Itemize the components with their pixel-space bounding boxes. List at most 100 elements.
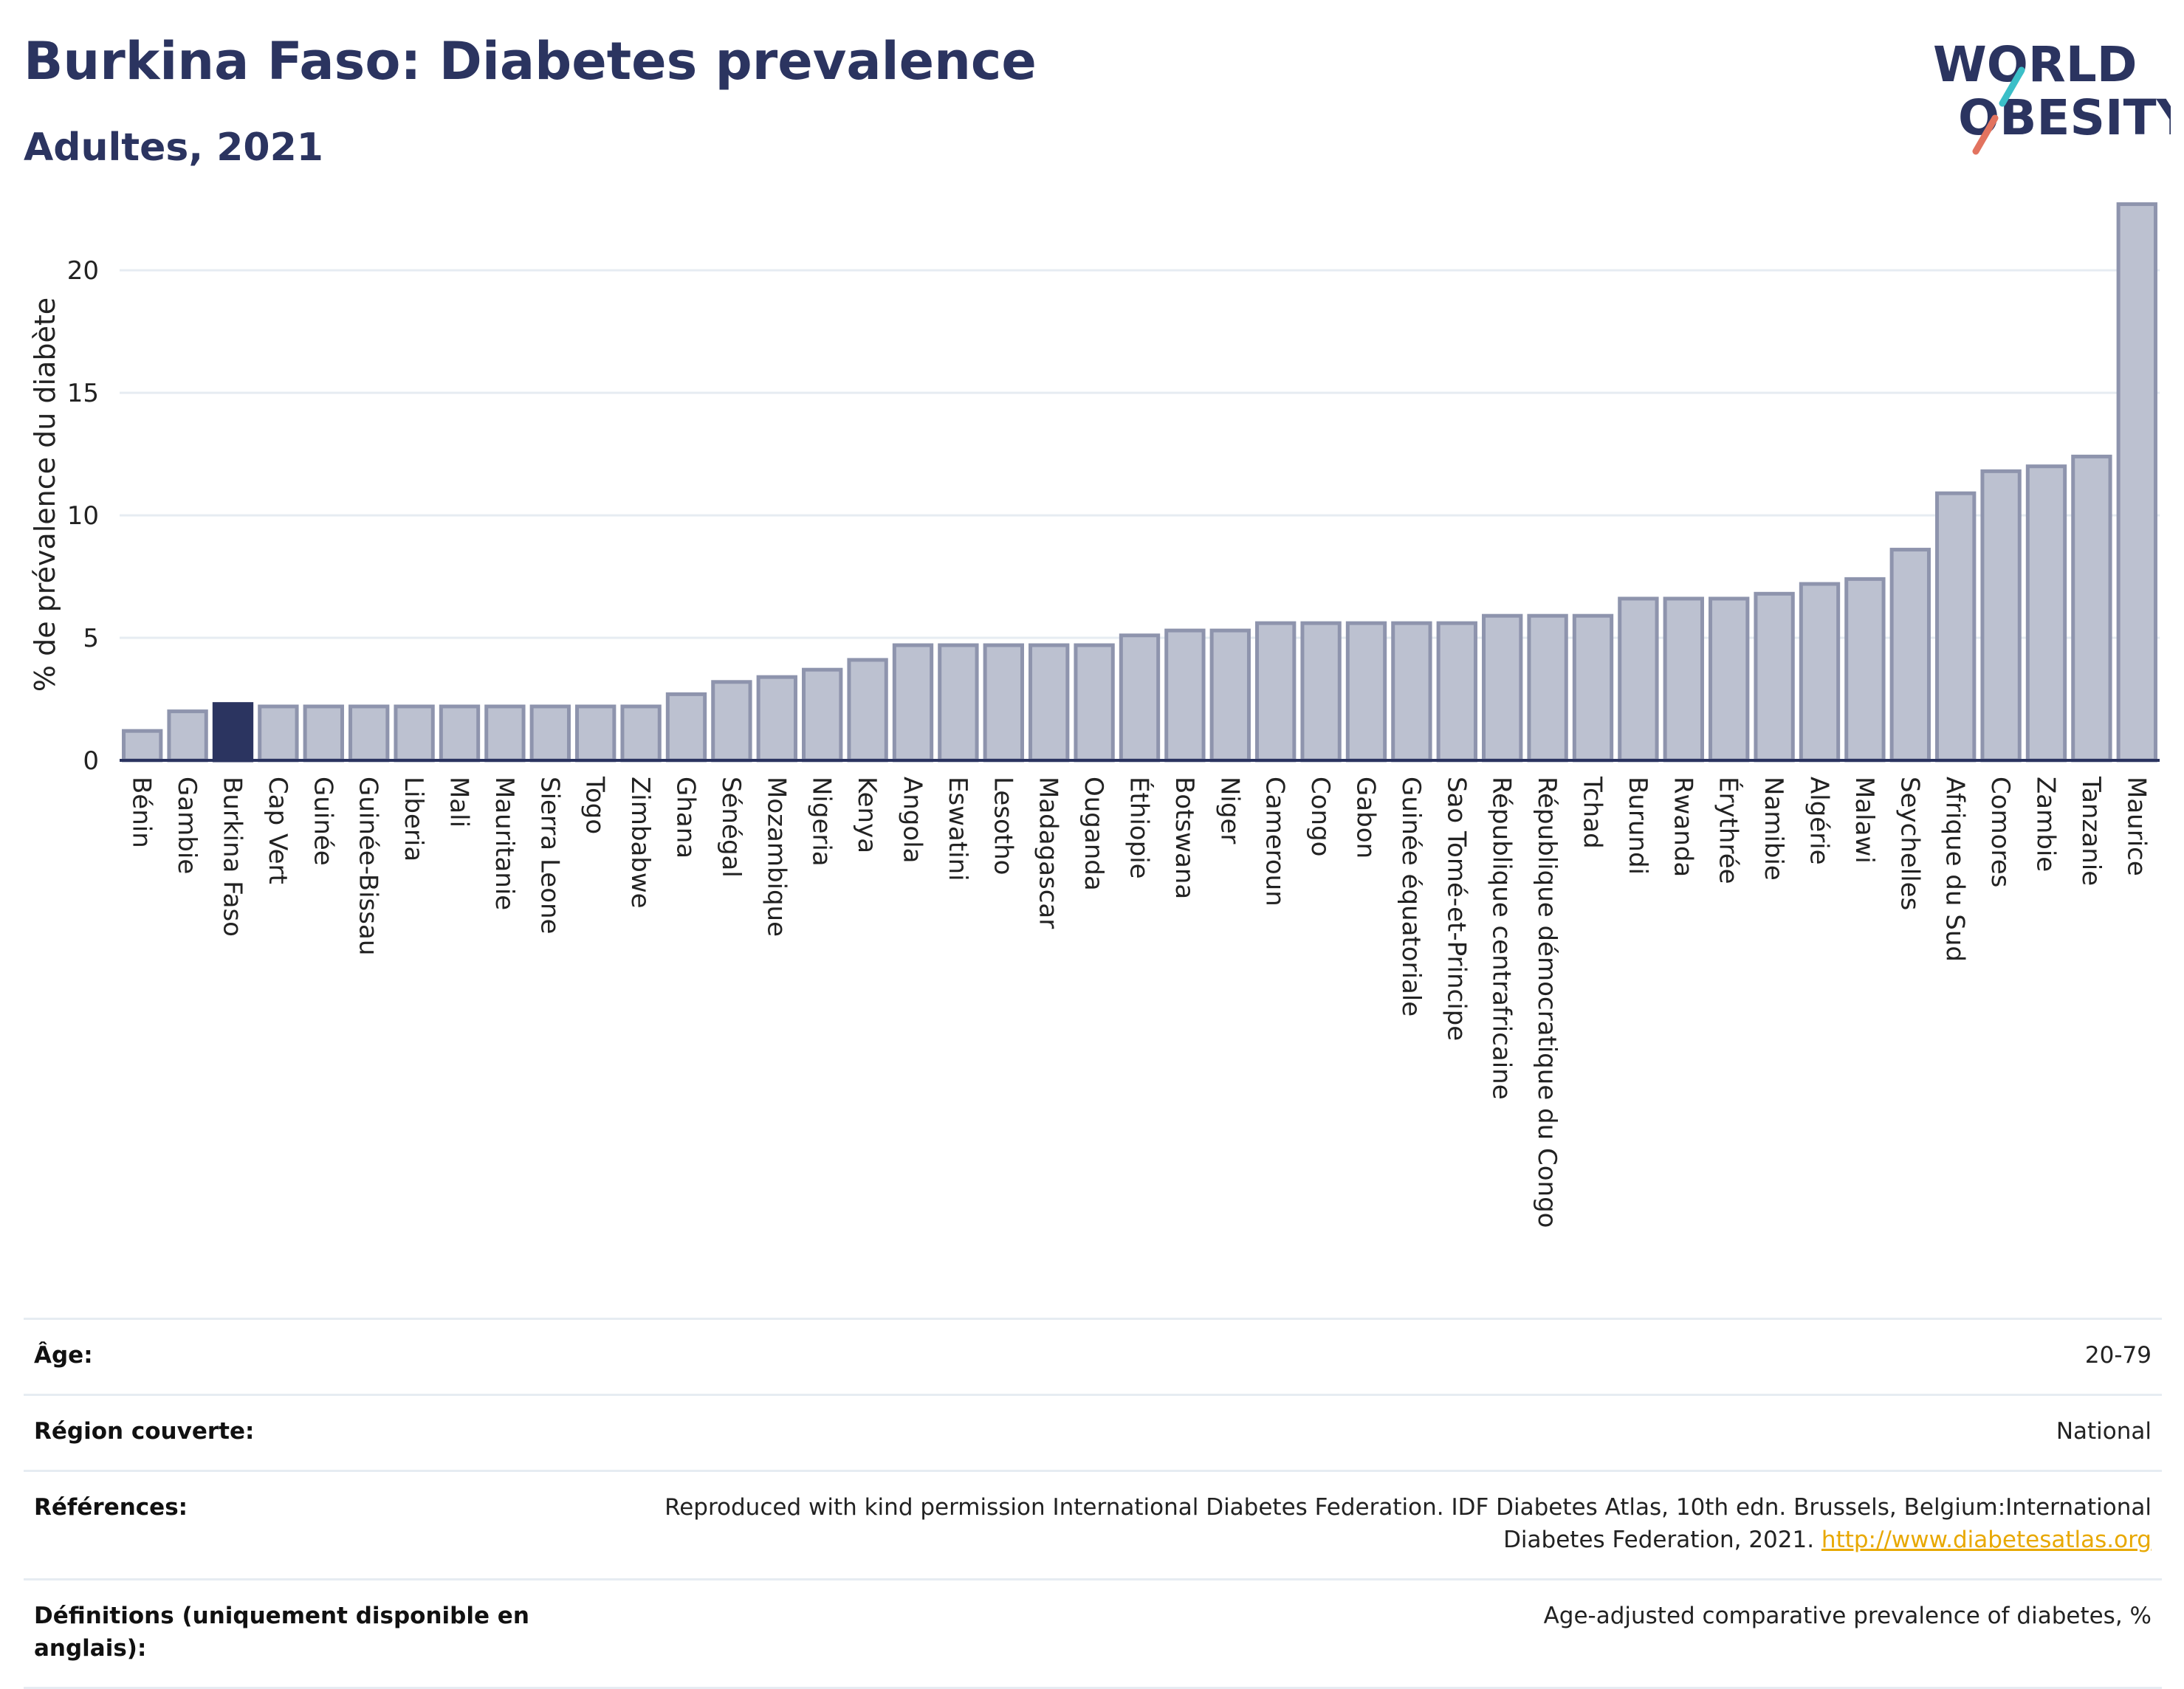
bar-lesotho [983, 643, 1024, 763]
x-tick-label: Burkina Faso [218, 777, 247, 937]
x-tick-label: Togo [580, 776, 610, 834]
x-tick-label: Seychelles [1895, 777, 1924, 910]
bar-comores [1980, 469, 2022, 763]
detail-value: Age-adjusted comparative prevalence of d… [1543, 1603, 2152, 1629]
detail-row-references: Références: Reproduced with kind permiss… [24, 1470, 2162, 1578]
bar-burkina-faso [212, 702, 254, 763]
x-tick-label: Rwanda [1668, 777, 1697, 877]
bar-togo [575, 704, 617, 763]
x-tick-label: Gabon [1351, 777, 1381, 859]
y-tick-label: 15 [67, 379, 99, 408]
x-tick-label: Sierra Leone [535, 777, 564, 934]
bar-tchad [1572, 613, 1614, 763]
bar-cap-vert [258, 704, 299, 763]
detail-value: National [2056, 1418, 2152, 1445]
x-tick-label: Eswatini [943, 777, 972, 881]
bar-burundi [1618, 596, 1659, 763]
y-tick-label: 20 [67, 256, 99, 286]
x-tick-label: Éthiopie [1124, 777, 1155, 879]
x-tick-label: Burundi [1623, 777, 1652, 875]
y-tick-label: 0 [83, 746, 99, 776]
x-tick-label: Gambie [172, 777, 202, 874]
bar-malawi [1844, 577, 1886, 763]
bar-kenya [847, 658, 888, 763]
bar-sénégal [711, 680, 752, 763]
detail-row-age: Âge: 20-79 [24, 1318, 2162, 1394]
x-tick-label: Maurice [2121, 777, 2151, 876]
detail-value: Reproduced with kind permission Internat… [601, 1491, 2152, 1556]
bar-zambie [2025, 464, 2067, 763]
bar-eswatini [938, 643, 979, 763]
bar-ouganda [1074, 643, 1115, 763]
bar-namibie [1754, 591, 1795, 763]
bar-chart: 0 5 10 15 20 Bénin Gambie Burkina Faso Cap Vert… [29, 202, 2160, 1228]
x-tick-label: Niger [1215, 777, 1244, 844]
bar-guinée [303, 704, 344, 763]
detail-row-definitions: Définitions (uniquement disponible en an… [24, 1578, 2162, 1689]
details-table: Âge: 20-79 Région couverte: National Réf… [24, 1318, 2162, 1689]
y-tick-label: 10 [67, 501, 99, 531]
bar-zimbabwe [620, 704, 662, 763]
detail-row-region: Région couverte: National [24, 1394, 2162, 1470]
detail-label: Région couverte: [34, 1418, 255, 1445]
bar-maurice [2116, 202, 2157, 763]
bar-congo [1300, 621, 1342, 763]
x-tick-label: Zambie [2031, 777, 2061, 872]
bar-guinée-bissau [348, 704, 390, 763]
detail-label: Références: [34, 1494, 188, 1521]
bar-république-démocratique-du-congo [1527, 613, 1568, 763]
bar-afrique-du-sud [1935, 491, 1977, 763]
bar-niger [1209, 628, 1251, 763]
bar-cameroun [1255, 621, 1297, 763]
detail-label: Âge: [34, 1342, 93, 1369]
bars [122, 202, 2157, 763]
x-tick-label: Lesotho [988, 777, 1017, 875]
x-tick-label: République démocratique du Congo [1532, 777, 1562, 1228]
bar-mozambique [756, 675, 797, 763]
x-tick-label: Mali [444, 777, 474, 828]
x-tick-label: Guinée [308, 777, 337, 866]
x-tick-label: Malawi [1850, 777, 1879, 864]
bar-mali [439, 704, 481, 763]
bar-guinée-équatoriale [1391, 621, 1432, 763]
bar-bénin [122, 729, 163, 763]
detail-label: Définitions (uniquement disponible en an… [34, 1603, 529, 1662]
references-text: Reproduced with kind permission Internat… [665, 1494, 2152, 1553]
y-axis-label: % de prévalence du diabète [29, 297, 61, 692]
x-tick-label: Congo [1305, 777, 1335, 856]
x-tick-label: Zimbabwe [625, 777, 655, 909]
x-tick-label: Botswana [1170, 777, 1199, 899]
x-tick-label: Sénégal [716, 777, 746, 878]
x-tick-label: Madagascar [1034, 777, 1063, 929]
bar-rwanda [1663, 596, 1704, 763]
x-tick-label: Liberia [399, 777, 428, 861]
svg-text:WORLD: WORLD [1933, 36, 2137, 93]
bar-gabon [1345, 621, 1387, 763]
bar-botswana [1164, 628, 1206, 763]
bar-madagascar [1029, 643, 1070, 763]
bar-tanzanie [2071, 454, 2112, 763]
bar-sao-tomé-et-principe [1436, 621, 1477, 763]
x-tick-label: Sao Tomé-et-Principe [1441, 777, 1471, 1041]
bar-seychelles [1889, 548, 1931, 763]
x-tick-label: Namibie [1759, 777, 1788, 881]
x-tick-label: Bénin [127, 777, 157, 848]
x-tick-label: Guinée équatoriale [1396, 777, 1426, 1017]
x-tick-label: Algérie [1804, 777, 1834, 865]
x-tick-label: Érythrée [1714, 777, 1744, 884]
bar-liberia [394, 704, 435, 763]
x-tick-label: Tchad [1578, 776, 1607, 849]
x-tick-label: Comores [1985, 777, 2015, 887]
x-tick-label: Mozambique [761, 777, 791, 937]
y-axis-ticks: 0 5 10 15 20 [67, 256, 99, 776]
bar-algérie [1799, 582, 1841, 763]
detail-value: 20-79 [2084, 1342, 2152, 1369]
x-tick-label: Mauritanie [490, 777, 519, 910]
x-tick-label: Cameroun [1260, 777, 1290, 907]
x-tick-label: Nigeria [807, 777, 837, 867]
x-tick-label: Angola [898, 777, 927, 863]
bar-éthiopie [1119, 633, 1161, 763]
y-tick-label: 5 [83, 624, 99, 653]
references-link[interactable]: http://www.diabetesatlas.org [1821, 1527, 2152, 1553]
x-tick-label: Ouganda [1079, 777, 1108, 891]
